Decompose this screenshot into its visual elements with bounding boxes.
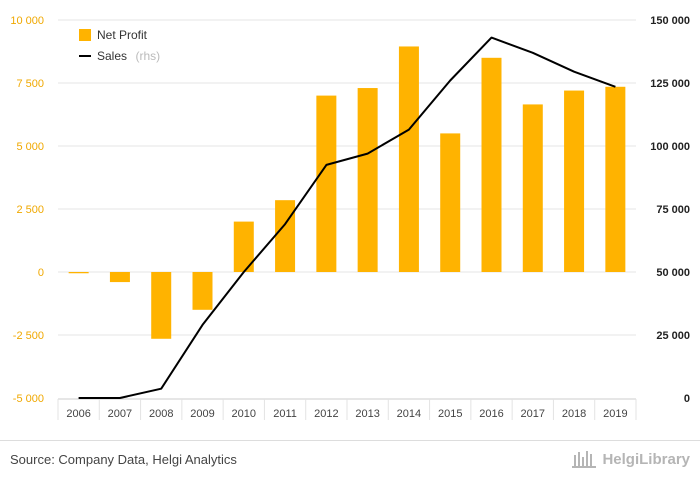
library-logo-icon [572,451,597,468]
x-tick-label: 2018 [562,408,586,420]
bar-net-profit-2019 [605,86,626,272]
x-tick-label: 2006 [66,408,90,420]
x-axis-bands [57,398,637,420]
bar-net-profit-2018 [564,90,585,272]
net-profit-bars [68,46,626,339]
bar-net-profit-2016 [481,57,502,272]
bar-net-profit-2017 [522,104,543,272]
legend-swatch-net-profit [79,29,91,41]
combo-chart: -5 000 -2 500 0 2 500 5 000 7 500 10 000 0 25 0… [10,15,690,420]
x-tick-label: 2011 [273,408,297,420]
left-tick-label: 2 500 [16,204,44,216]
right-tick-label: 0 [684,393,690,405]
left-tick-label: -2 500 [13,330,44,342]
left-tick-label: 5 000 [16,141,44,153]
left-tick-label: -5 000 [13,393,44,405]
bar-net-profit-2008 [151,272,172,339]
x-tick-label: 2012 [314,408,338,420]
bar-net-profit-2012 [316,95,337,272]
x-tick-label: 2017 [521,408,545,420]
x-tick-label: 2014 [397,408,421,420]
right-tick-label: 100 000 [650,141,690,153]
bar-net-profit-2011 [275,200,296,272]
right-tick-label: 75 000 [656,204,690,216]
left-tick-label: 10 000 [10,15,44,27]
right-tick-label: 50 000 [656,267,690,279]
right-tick-label: 25 000 [656,330,690,342]
legend-label-net-profit: Net Profit [97,28,148,42]
x-tick-label: 2019 [603,408,627,420]
legend: Net Profit Sales (rhs) [79,28,160,64]
bar-net-profit-2014 [398,46,419,273]
x-axis: 2006 2007 2008 2009 2010 2011 2012 2013 2014 2015… [66,408,627,420]
right-tick-label: 125 000 [650,78,690,90]
bar-net-profit-2015 [440,133,461,272]
bar-net-profit-2007 [109,272,130,283]
x-tick-label: 2010 [232,408,256,420]
sales-line-path [78,36,616,399]
x-tick-label: 2015 [438,408,462,420]
bar-net-profit-2009 [192,272,213,310]
x-tick-label: 2007 [108,408,132,420]
x-tick-label: 2013 [355,408,379,420]
left-tick-label: 0 [38,267,44,279]
bar-net-profit-2013 [357,88,378,272]
legend-sales-name: Sales [97,49,127,63]
helgi-library-logo: HelgiLibrary [572,449,690,469]
legend-sales-suffix: (rhs) [135,49,160,63]
left-tick-label: 7 500 [16,78,44,90]
x-tick-label: 2008 [149,408,173,420]
left-y-axis: -5 000 -2 500 0 2 500 5 000 7 500 10 000 [10,15,44,405]
gridlines [58,19,636,336]
x-tick-label: 2016 [479,408,503,420]
chart-footer: Source: Company Data, Helgi Analytics He… [0,440,700,484]
source-note: Source: Company Data, Helgi Analytics [10,452,237,467]
bar-net-profit-2006 [68,272,89,274]
sales-line [78,36,616,399]
legend-label-sales: Sales (rhs) [97,47,160,64]
right-tick-label: 150 000 [650,15,690,27]
bar-net-profit-2010 [233,221,254,272]
right-y-axis: 0 25 000 50 000 75 000 100 000 125 000 150 000 [650,15,690,405]
logo-text: HelgiLibrary [602,450,690,468]
x-tick-label: 2009 [190,408,214,420]
